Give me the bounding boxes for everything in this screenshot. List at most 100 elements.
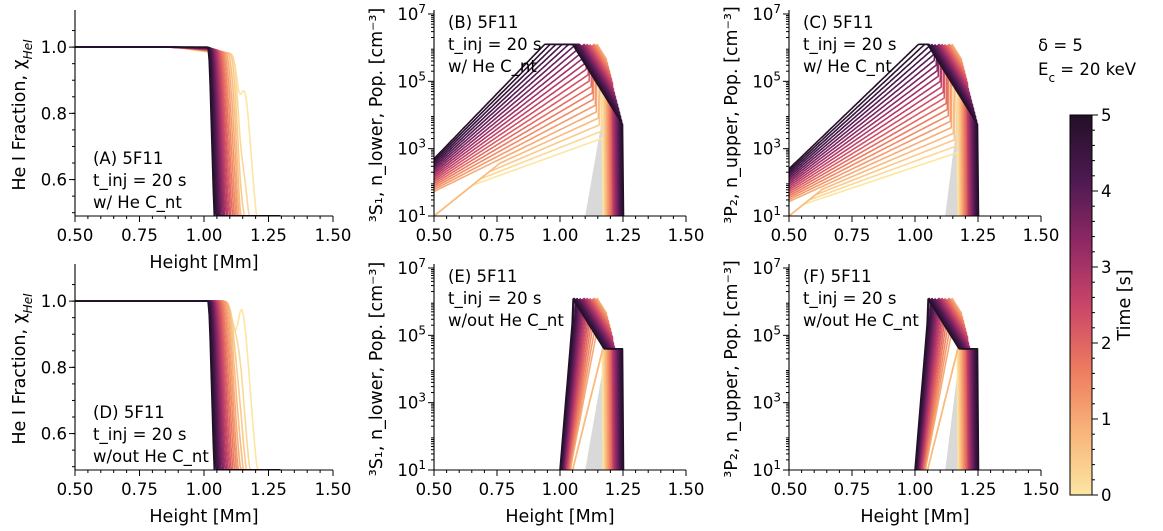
series-line xyxy=(434,43,611,216)
series-line xyxy=(789,44,971,216)
x-tick-label: 1.50 xyxy=(668,226,705,245)
y-tick-label: 107 xyxy=(752,2,781,24)
series-line xyxy=(434,45,619,216)
series-line xyxy=(789,44,969,216)
series-line xyxy=(918,298,973,470)
series-line xyxy=(564,297,617,470)
colorbar-gradient xyxy=(1069,114,1093,496)
ec-label: Ec = 20 keV xyxy=(1038,60,1137,85)
series-line xyxy=(434,44,618,216)
y-tick-label: 1.0 xyxy=(41,292,67,311)
panel-annotation-line: (C) 5F11 xyxy=(803,13,874,32)
x-tick-label: 1.25 xyxy=(960,226,997,245)
x-tick-label: 1.25 xyxy=(605,226,642,245)
x-tick-label: 0.50 xyxy=(416,226,453,245)
y-tick-label: 107 xyxy=(397,256,426,278)
series-line xyxy=(559,297,624,470)
panel-annotation-line: w/out He C_nt xyxy=(93,447,209,467)
series-line xyxy=(562,299,619,470)
series-line xyxy=(789,43,980,216)
panel-annotation-line: (D) 5F11 xyxy=(93,403,165,422)
series-line xyxy=(570,297,609,470)
series-line xyxy=(75,46,281,216)
x-tick-label: 1.00 xyxy=(186,226,223,245)
series-line xyxy=(75,300,281,470)
panel-annotation-line: (E) 5F11 xyxy=(448,267,518,286)
series-line xyxy=(566,298,615,470)
panel-annotation-line: t_inj = 20 s xyxy=(448,289,542,309)
x-tick-label: 0.50 xyxy=(57,480,94,499)
series-line xyxy=(789,43,966,216)
series-line xyxy=(789,43,972,216)
series-line xyxy=(921,298,970,470)
y-axis-label: ³P₂, n_upper, Pop. [cm⁻³] xyxy=(722,260,742,477)
x-tick-label: 1.00 xyxy=(897,226,934,245)
panel-F: 0.50 0.75 1.00 1.25 1.50 101 103 105 107 Height [… xyxy=(722,256,1059,527)
panel-annotation-line: t_inj = 20 s xyxy=(93,171,187,191)
colorbar-label: Time [s] xyxy=(1115,269,1135,341)
series-line xyxy=(789,43,979,216)
series-line xyxy=(567,298,614,470)
series-line xyxy=(919,297,972,470)
series-line xyxy=(925,297,964,470)
series-line xyxy=(434,45,613,216)
y-tick-label: 1.0 xyxy=(41,38,67,57)
series-line xyxy=(923,297,966,470)
panel-annotation-line: w/ He C_nt xyxy=(93,193,182,213)
x-axis-label: Height [Mm] xyxy=(149,253,258,273)
y-tick-label: 107 xyxy=(752,256,781,278)
series-line xyxy=(789,44,967,216)
series-line xyxy=(434,43,625,216)
series-line xyxy=(917,299,974,470)
x-tick-label: 0.75 xyxy=(479,480,516,499)
series-group xyxy=(914,297,980,470)
x-axis-label: Height [Mm] xyxy=(860,507,969,527)
series-line xyxy=(559,298,625,470)
x-tick-label: 1.00 xyxy=(186,480,223,499)
x-tick-label: 1.50 xyxy=(315,226,352,245)
panel-annotation-line: (F) 5F11 xyxy=(803,267,872,286)
y-tick-label: 0.8 xyxy=(41,104,67,123)
series-line xyxy=(434,43,624,216)
series-line xyxy=(434,44,615,216)
y-axis-label: ³S₁, n_lower, Pop. [cm⁻³] xyxy=(367,8,387,223)
series-line xyxy=(923,298,967,470)
series-line xyxy=(434,43,609,216)
series-line xyxy=(434,43,623,216)
y-tick-label: 105 xyxy=(752,323,781,345)
series-line xyxy=(789,44,973,216)
delta-label: δ = 5 xyxy=(1038,36,1083,55)
y-axis-label: ³P₂, n_upper, Pop. [cm⁻³] xyxy=(722,6,742,223)
colorbar-tick-label: 0 xyxy=(1101,486,1112,505)
series-line xyxy=(789,43,964,216)
series-line xyxy=(789,79,961,216)
colorbar-tick-label: 5 xyxy=(1101,106,1112,125)
x-tick-label: 0.50 xyxy=(57,226,94,245)
panel-annotation-line: t_inj = 20 s xyxy=(448,35,542,55)
series-line xyxy=(434,44,610,216)
x-axis-label: Height [Mm] xyxy=(149,507,258,527)
x-tick-label: 1.50 xyxy=(1023,480,1060,499)
series-line xyxy=(563,298,618,470)
series-group xyxy=(559,297,625,470)
series-line xyxy=(569,298,610,470)
y-tick-label: 105 xyxy=(752,69,781,91)
series-line xyxy=(789,44,965,216)
x-tick-label: 1.00 xyxy=(542,226,579,245)
panel-E: 0.50 0.75 1.00 1.25 1.50 101 103 105 107 Height [… xyxy=(367,256,704,527)
series-line xyxy=(561,297,622,470)
x-tick-label: 0.75 xyxy=(834,480,871,499)
panel-annotation-line: w/ He C_nt xyxy=(448,57,537,77)
x-axis-label: Height [Mm] xyxy=(505,507,614,527)
y-tick-label: 101 xyxy=(397,458,426,480)
series-line xyxy=(789,44,976,216)
series-line xyxy=(572,337,608,470)
panel-annotation-line: (B) 5F11 xyxy=(448,13,518,32)
shaded-region xyxy=(585,369,603,470)
series-line xyxy=(75,46,281,216)
series-line xyxy=(568,297,611,470)
x-tick-label: 0.50 xyxy=(771,480,808,499)
series-group xyxy=(75,46,281,216)
y-tick-label: 105 xyxy=(397,69,426,91)
panel-annotation-line: t_inj = 20 s xyxy=(803,35,897,55)
